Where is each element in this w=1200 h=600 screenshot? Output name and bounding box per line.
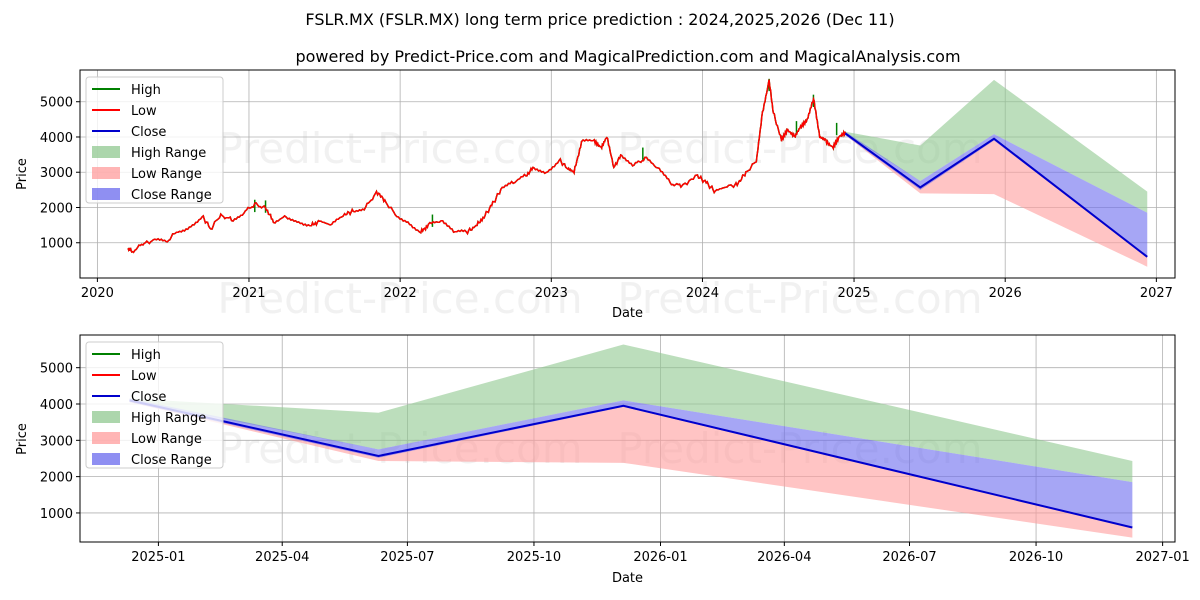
legend-patch-swatch <box>92 411 120 423</box>
x-tick-label: 2026-10 <box>1009 550 1063 565</box>
legend-patch-swatch <box>92 188 120 200</box>
y-tick-label: 2000 <box>40 471 73 486</box>
x-tick-label: 2020 <box>81 286 114 301</box>
x-tick-label: 2021 <box>232 286 265 301</box>
x-tick-label: 2024 <box>686 286 719 301</box>
chart-subtitle: powered by Predict-Price.com and Magical… <box>295 47 960 66</box>
watermark-text: Predict-Price.com <box>617 274 982 323</box>
legend-label: Low Range <box>131 432 202 447</box>
close-forecast-line <box>844 132 1148 258</box>
x-tick-label: 2025-04 <box>255 550 309 565</box>
legend-label: Low <box>131 104 157 119</box>
plot-frame <box>79 334 1176 543</box>
close-range-band <box>129 398 1133 528</box>
legend-label: Close <box>131 390 166 405</box>
y-axis-label: Price <box>15 158 30 190</box>
legend-label: Low Range <box>131 167 202 182</box>
bottom-chart-panel: 2025-01 2025-04 2025-07 2025-10 2026-01 2026-… <box>15 334 1190 586</box>
y-tick-label: 2000 <box>40 201 73 216</box>
y-tick-label: 5000 <box>40 96 73 111</box>
x-axis-label: Date <box>612 306 643 321</box>
y-tick-label: 1000 <box>40 507 73 522</box>
y-tick-label: 4000 <box>40 131 73 146</box>
legend-label: High Range <box>131 146 206 161</box>
legend-label: Close <box>131 125 166 140</box>
x-axis-label: Date <box>612 571 643 586</box>
chart-title: FSLR.MX (FSLR.MX) long term price predic… <box>305 10 894 29</box>
low-range-band <box>845 133 1148 267</box>
x-tick-label: 2023 <box>535 286 568 301</box>
legend-patch-swatch <box>92 453 120 465</box>
legend-patch-swatch <box>92 146 120 158</box>
y-tick-label: 1000 <box>40 237 73 252</box>
x-tick-label: 2025-07 <box>380 550 434 565</box>
high-range-band <box>129 344 1133 483</box>
legend-label: Close Range <box>131 453 212 468</box>
legend-label: High Range <box>131 411 206 426</box>
y-tick-label: 5000 <box>40 362 73 377</box>
legend-label: Low <box>131 369 157 384</box>
low-range-band <box>129 400 1133 538</box>
x-tick-label: 2022 <box>384 286 417 301</box>
legend-box <box>85 341 224 469</box>
legend-label: Close Range <box>131 188 212 203</box>
high-range-band <box>845 79 1148 213</box>
y-axis-label: Price <box>15 423 30 455</box>
plot-frame <box>79 69 1176 279</box>
x-tick-label: 2027-01 <box>1135 550 1189 565</box>
top-chart-panel: 2020 2021 2022 2023 2024 2025 2026 2027 1000 2000… <box>15 69 1176 321</box>
legend-patch-swatch <box>92 432 120 444</box>
x-tick-label: 2025 <box>837 286 870 301</box>
x-tick-label: 2025-10 <box>507 550 561 565</box>
x-tick-label: 2026-07 <box>882 550 936 565</box>
x-tick-label: 2026 <box>989 286 1022 301</box>
legend-box <box>85 76 224 204</box>
x-tick-label: 2027 <box>1140 286 1173 301</box>
x-tick-label: 2025-01 <box>131 550 185 565</box>
x-tick-label: 2026-04 <box>757 550 811 565</box>
low-series-line <box>127 79 847 254</box>
y-tick-label: 3000 <box>40 434 73 449</box>
y-tick-label: 4000 <box>40 398 73 413</box>
y-tick-label: 3000 <box>40 166 73 181</box>
legend-label: High <box>131 83 161 98</box>
watermark-text: Predict-Price.com <box>217 274 582 323</box>
legend-patch-swatch <box>92 167 120 179</box>
close-range-band <box>845 131 1148 257</box>
legend-label: High <box>131 348 161 363</box>
x-tick-label: 2026-01 <box>633 550 687 565</box>
